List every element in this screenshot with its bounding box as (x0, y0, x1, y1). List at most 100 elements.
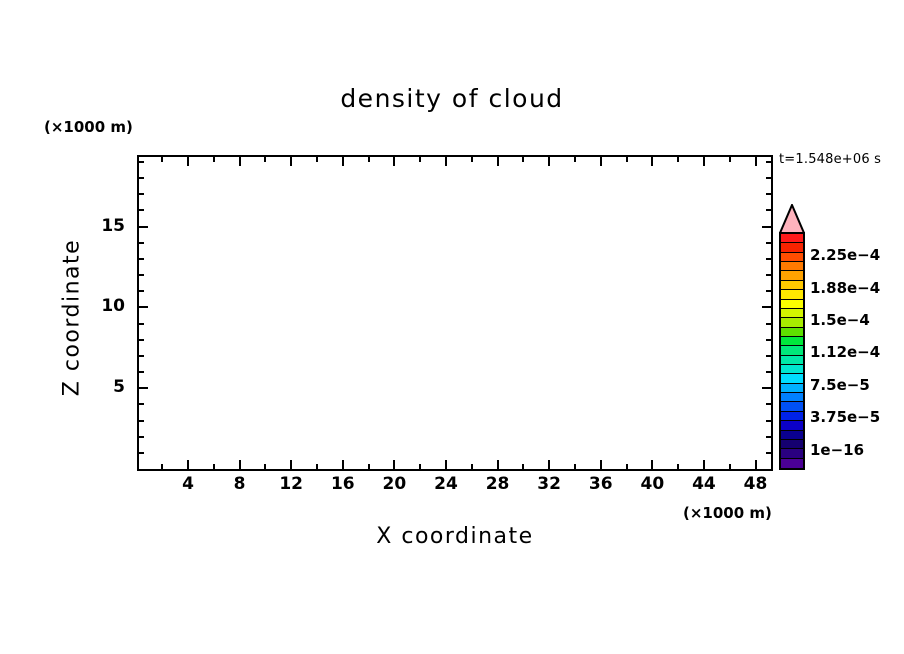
x-axis-tick-label: 12 (279, 474, 304, 494)
y-axis-minor-tick (766, 419, 771, 422)
x-axis-minor-tick (677, 464, 680, 469)
x-axis-tick (341, 157, 344, 166)
x-axis-tick (651, 460, 654, 469)
x-axis-tick (393, 460, 396, 469)
x-axis-tick-label: 36 (588, 474, 613, 494)
x-axis-unit-label: (×1000 m) (683, 504, 772, 522)
page-title: density of cloud (340, 84, 564, 113)
y-axis-minor-tick (766, 274, 771, 276)
x-axis-tick-label: 20 (382, 474, 407, 494)
y-axis-tick (762, 387, 771, 390)
colorbar-segment (781, 271, 803, 281)
x-axis-tick-label: 24 (434, 474, 458, 494)
x-axis-minor-tick (625, 157, 628, 162)
x-axis-tick (290, 460, 293, 469)
y-axis-minor-tick (139, 354, 144, 357)
x-axis-tick (496, 157, 499, 166)
colorbar-segment (781, 262, 803, 272)
x-axis-tick-label: 32 (537, 474, 561, 494)
x-axis-tick (702, 460, 705, 469)
colorbar-segment (781, 252, 803, 263)
x-axis-minor-tick (470, 464, 473, 469)
x-axis-minor-tick (522, 157, 525, 162)
x-axis-tick (599, 157, 602, 166)
x-axis-minor-tick (264, 464, 267, 469)
colorbar-segment (781, 374, 803, 384)
y-axis-tick (139, 387, 148, 390)
x-axis-minor-tick (367, 157, 370, 162)
y-axis-minor-tick (766, 371, 771, 373)
y-axis-minor-tick (766, 160, 771, 163)
y-axis-minor-tick (139, 160, 144, 163)
y-axis-minor-tick (766, 290, 771, 293)
x-axis-tick (238, 460, 241, 469)
colorbar-segment (781, 393, 803, 403)
y-axis-minor-tick (139, 419, 144, 422)
colorbar-segment (781, 336, 803, 347)
x-axis-minor-tick (367, 464, 370, 469)
colorbar-segment (781, 449, 803, 459)
colorbar-segment (781, 355, 803, 366)
y-axis-tick-label: 10 (101, 296, 125, 317)
colorbar-segment (781, 290, 803, 300)
y-axis-minor-tick (139, 371, 144, 373)
x-axis-tick (341, 460, 344, 469)
y-axis-minor-tick (766, 451, 771, 454)
y-axis-minor-tick (139, 451, 144, 454)
x-axis-minor-tick (573, 464, 576, 469)
x-axis-tick (702, 157, 705, 166)
x-axis-tick (599, 460, 602, 469)
y-axis-minor-tick (766, 338, 771, 341)
x-axis-minor-tick (161, 464, 164, 469)
colorbar-segment (781, 327, 803, 337)
y-axis-minor-tick (139, 403, 144, 406)
x-axis-tick (187, 157, 189, 166)
colorbar-segment (781, 365, 803, 375)
colorbar-segment (781, 299, 803, 309)
x-axis-minor-tick (315, 464, 318, 469)
y-axis-minor-tick (766, 209, 771, 212)
colorbar-segment (781, 234, 803, 244)
y-axis-minor-tick (139, 274, 144, 276)
x-axis-tick-label: 28 (485, 474, 510, 494)
y-axis-tick-label: 15 (101, 215, 125, 236)
colorbar-segment (781, 402, 803, 412)
x-axis-tick-label: 40 (640, 474, 665, 494)
colorbar-segment (781, 383, 803, 394)
y-axis-tick-label: 5 (113, 377, 125, 398)
colorbar-segment (781, 439, 803, 450)
x-axis-tick (444, 157, 447, 166)
x-axis-minor-tick (677, 157, 680, 162)
x-axis-minor-tick (264, 157, 267, 162)
colorbar-segment (781, 458, 803, 468)
y-axis-minor-tick (139, 322, 144, 325)
x-axis-title: X coordinate (376, 524, 534, 549)
y-axis-minor-tick (766, 257, 771, 260)
y-axis-minor-tick (766, 403, 771, 406)
x-axis-tick (548, 460, 551, 469)
colorbar-tick-label: 1e−16 (810, 440, 865, 459)
y-axis-minor-tick (766, 241, 771, 244)
colorbar-segment (781, 308, 803, 319)
colorbar-segment (781, 430, 803, 440)
colorbar-segment (781, 411, 803, 422)
y-axis-minor-tick (766, 322, 771, 325)
x-axis-minor-tick (161, 157, 164, 162)
y-axis-minor-tick (139, 241, 144, 244)
x-axis-minor-tick (419, 464, 422, 469)
x-axis-tick-label: 8 (233, 474, 246, 494)
x-axis-minor-tick (728, 157, 731, 162)
colorbar-tick-label: 3.75e−5 (810, 408, 881, 427)
y-axis-minor-tick (766, 193, 771, 196)
y-axis-tick (139, 306, 148, 309)
x-axis-tick (548, 157, 551, 166)
colorbar-tick-label: 1.88e−4 (810, 278, 881, 297)
colorbar-tick-label: 1.5e−4 (810, 311, 870, 330)
y-axis-minor-tick (139, 177, 144, 179)
x-axis-tick-label: 16 (330, 474, 355, 494)
y-axis-minor-tick (139, 257, 144, 260)
y-axis-minor-tick (766, 354, 771, 357)
colorbar-segment (781, 280, 803, 291)
plot-frame (137, 155, 773, 471)
x-axis-minor-tick (522, 464, 525, 469)
